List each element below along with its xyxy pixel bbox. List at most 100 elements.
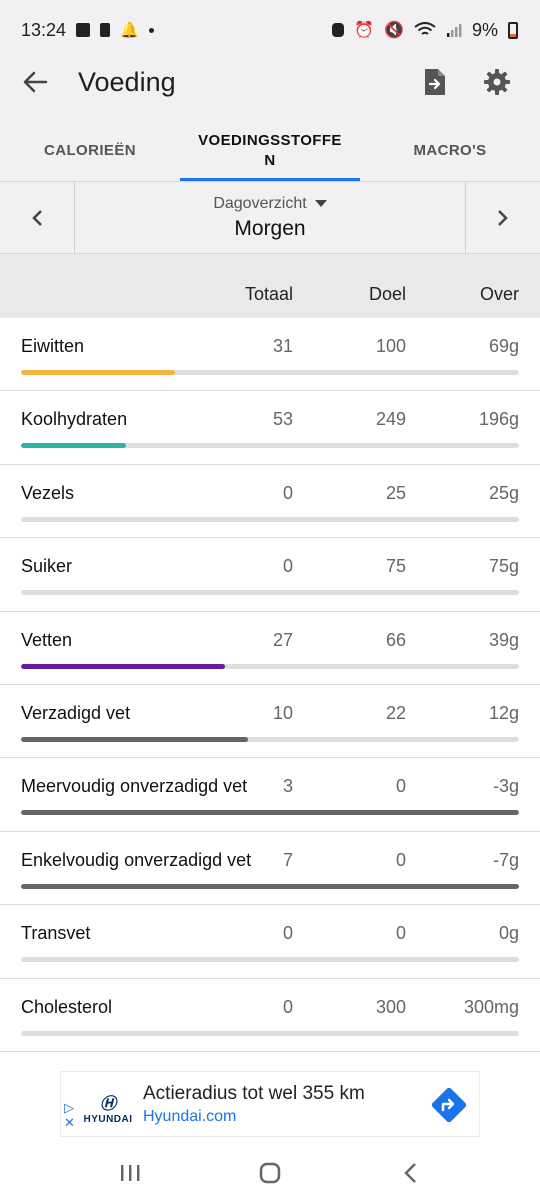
nutrient-row[interactable]: Enkelvoudig onverzadigd vet 7 0 -7g — [0, 832, 540, 906]
nutrient-row[interactable]: Cholesterol 0 300 300mg — [0, 979, 540, 1052]
arrow-left-icon — [23, 71, 48, 93]
nutrient-row[interactable]: Suiker 0 75 75g — [0, 538, 540, 612]
export-button[interactable] — [404, 44, 466, 120]
alert-notification-icon — [100, 23, 111, 37]
progress-track — [21, 516, 519, 522]
home-icon — [259, 1162, 281, 1183]
signal-icon — [446, 24, 462, 37]
wifi-icon — [414, 22, 436, 35]
column-total: Totaal — [244, 284, 293, 304]
nutrient-goal: 249 — [375, 409, 406, 430]
nutrient-over: 69g — [488, 336, 519, 356]
nutrient-total: 0 — [282, 923, 293, 944]
nutrient-goal: 66 — [385, 629, 406, 650]
chevron-left-icon — [32, 209, 42, 226]
nutrient-over: 12g — [488, 702, 519, 723]
nutrient-list: Eiwitten 31 100 69g Koolhydraten 53 249 196g Vez… — [0, 318, 540, 1052]
nutrient-row[interactable]: Transvet 0 0 0g — [0, 905, 540, 979]
page-title: Voeding — [78, 66, 176, 97]
system-back-button[interactable] — [380, 1153, 440, 1193]
nutrient-total: 10 — [272, 702, 293, 723]
view-selector[interactable]: Dagoverzicht Morgen — [75, 182, 465, 253]
progress-track — [21, 957, 519, 963]
column-over: Over — [479, 284, 519, 304]
progress-fill — [21, 370, 176, 375]
progress-track — [21, 810, 519, 816]
bell-icon: 🔔 — [120, 22, 139, 39]
gear-icon — [484, 69, 510, 95]
nutrient-total: 31 — [272, 336, 293, 356]
nutrient-goal: 0 — [395, 849, 406, 870]
tab-calories[interactable]: CALORIEËN — [0, 120, 180, 181]
column-goal: Doel — [368, 284, 406, 304]
nutrient-total: 3 — [282, 776, 293, 797]
tab-macros[interactable]: MACRO'S — [360, 120, 540, 181]
nutrient-goal: 25 — [385, 482, 406, 503]
nutrient-name: Vezels — [21, 482, 75, 503]
nutrient-name: Transvet — [21, 923, 91, 944]
tab-label: MACRO'S — [413, 141, 487, 159]
nutrient-total: 0 — [282, 556, 293, 577]
nutrient-name: Meervoudig onverzadigd vet — [21, 776, 248, 797]
nutrient-row[interactable]: Koolhydraten 53 249 196g — [0, 391, 540, 465]
nutrient-over: -7g — [492, 849, 519, 870]
nutrient-row[interactable]: Vezels 0 25 25g — [0, 465, 540, 539]
nutrient-row[interactable]: Meervoudig onverzadigd vet 3 0 -3g — [0, 758, 540, 832]
progress-track — [21, 736, 519, 742]
progress-fill — [21, 883, 519, 889]
nutrient-row[interactable]: Eiwitten 31 100 69g — [0, 318, 540, 392]
lock-icon — [332, 23, 345, 37]
nutrient-total: 53 — [272, 409, 293, 430]
progress-fill — [21, 810, 519, 816]
progress-track — [21, 590, 519, 596]
back-button[interactable] — [0, 44, 70, 120]
app-bar: Voeding — [0, 44, 540, 120]
next-day-button[interactable] — [465, 182, 540, 253]
nutrient-goal: 22 — [385, 702, 406, 723]
nutrient-name: Cholesterol — [21, 996, 113, 1017]
progress-track — [21, 883, 519, 889]
nutrient-name: Enkelvoudig onverzadigd vet — [21, 849, 252, 870]
status-left: 13:24 🔔 — [21, 20, 154, 41]
back-chevron-icon — [404, 1162, 416, 1183]
ad-banner[interactable]: ▷ ✕ Ⓗ HYUNDAI Actieradius tot wel 355 km … — [60, 1071, 480, 1137]
nutrient-goal: 300 — [375, 996, 406, 1017]
alarm-icon: ⏰ — [354, 22, 375, 39]
nutrient-name: Eiwitten — [21, 336, 85, 356]
status-right: ⏰ 🔇 9% — [332, 20, 518, 41]
nutrient-goal: 0 — [395, 923, 406, 944]
nutrient-row[interactable]: Verzadigd vet 10 22 12g — [0, 685, 540, 759]
progress-fill — [21, 736, 248, 742]
chevron-right-icon — [498, 209, 508, 226]
day-navigator: Dagoverzicht Morgen — [0, 182, 540, 254]
nutrient-total: 0 — [282, 482, 293, 503]
tab-label: VOEDINGSSTOFFE N — [198, 131, 342, 169]
ad-title: Actieradius tot wel 355 km — [143, 1083, 365, 1104]
battery-percent: 9% — [471, 19, 498, 40]
tab-nutrients[interactable]: VOEDINGSSTOFFE N — [180, 120, 360, 181]
adchoices-icon[interactable]: ▷ ✕ — [64, 1100, 75, 1130]
progress-track — [21, 370, 519, 375]
nutrient-over: 196g — [478, 409, 519, 430]
recent-apps-icon — [121, 1164, 140, 1181]
mute-icon: 🔇 — [384, 22, 404, 39]
ad-url: Hyundai.com — [143, 1108, 237, 1125]
progress-track — [21, 663, 519, 669]
home-button[interactable] — [240, 1153, 300, 1193]
nutrient-over: 0g — [498, 923, 519, 944]
nutrient-goal: 100 — [375, 336, 406, 356]
battery-icon — [508, 21, 518, 39]
recent-apps-button[interactable] — [100, 1153, 160, 1193]
nutrient-row[interactable]: Vetten 27 66 39g — [0, 612, 540, 685]
more-notifications-icon — [148, 27, 154, 33]
previous-day-button[interactable] — [0, 182, 75, 253]
hyundai-logo: Ⓗ HYUNDAI — [83, 1096, 133, 1125]
nutrient-total: 0 — [282, 996, 293, 1017]
settings-button[interactable] — [466, 44, 528, 120]
nutrient-total: 7 — [282, 849, 293, 870]
nutrient-over: 25g — [488, 482, 519, 503]
nutrient-name: Vetten — [21, 629, 73, 650]
nutrient-name: Suiker — [21, 556, 73, 577]
directions-icon[interactable] — [431, 1087, 467, 1123]
tab-bar: CALORIEËN VOEDINGSSTOFFE N MACRO'S — [0, 120, 540, 182]
